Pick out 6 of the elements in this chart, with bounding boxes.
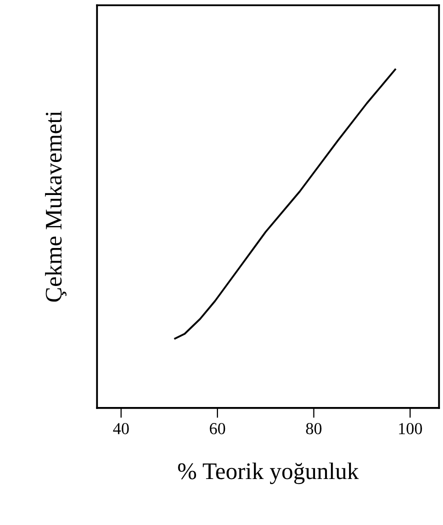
x-tick-label: 40 xyxy=(113,422,129,434)
x-tick-label: 80 xyxy=(306,422,322,434)
y-axis-title: Çekme Mukavemeti xyxy=(45,110,66,302)
x-tick-label: 100 xyxy=(399,422,422,434)
x-tick-label: 60 xyxy=(210,422,226,434)
x-axis-title: % Teorik yoğunluk xyxy=(178,462,359,484)
